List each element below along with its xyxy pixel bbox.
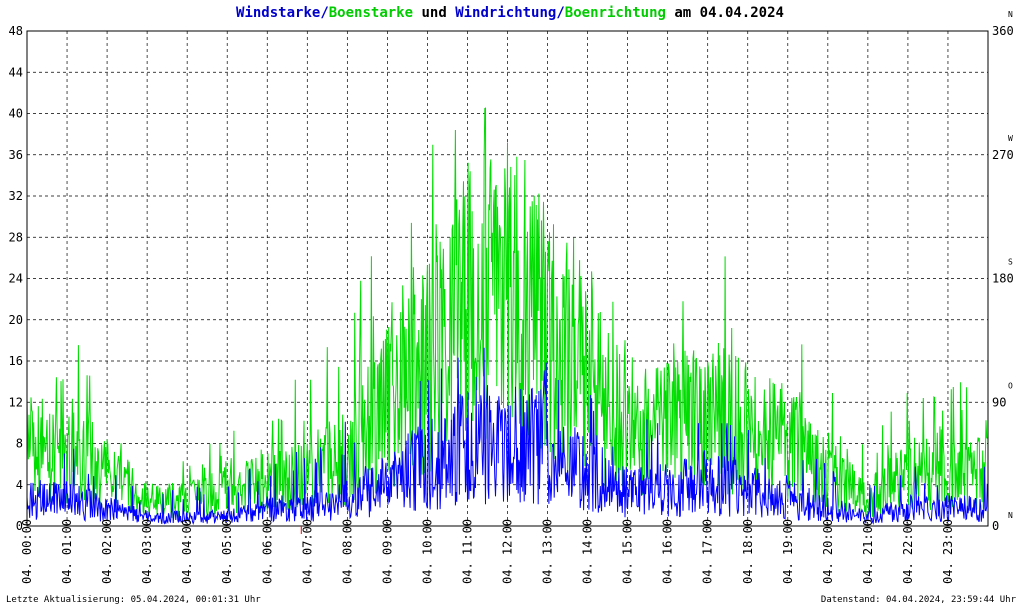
title-part-5: / xyxy=(556,5,564,21)
x-tick-label: 04. 15:00 xyxy=(621,519,635,584)
y-left-tick-label: 8 xyxy=(16,437,23,451)
x-tick-label: 04. 07:00 xyxy=(300,519,314,584)
y-left-tick-label: 32 xyxy=(9,189,23,203)
wind-series-line xyxy=(26,347,988,526)
x-tick-label: 04. 11:00 xyxy=(460,519,474,584)
direction-letter: W xyxy=(1008,134,1013,143)
x-axis-labels: 04. 00:00 04. 01:00 04. 02:00 04. 03:00 04. … xyxy=(20,519,955,584)
wind-path xyxy=(26,347,988,526)
direction-letter: S xyxy=(1008,258,1013,267)
x-tick-label: 04. 20:00 xyxy=(821,519,835,584)
y-left-tick-label: 12 xyxy=(9,395,23,409)
title-part-2: Boenstarke xyxy=(329,5,413,21)
y-left-tick-label: 44 xyxy=(9,65,23,79)
y-left-tick-label: 40 xyxy=(9,107,23,121)
x-tick-label: 04. 10:00 xyxy=(420,519,434,584)
x-tick-label: 04. 06:00 xyxy=(260,519,274,584)
x-tick-label: 04. 02:00 xyxy=(100,519,114,584)
title-part-0: Windstarke xyxy=(236,5,320,21)
x-tick-label: 04. 05:00 xyxy=(220,519,234,584)
plot-frame xyxy=(26,30,989,527)
x-tick-label: 04. 19:00 xyxy=(781,519,795,584)
y-left-tick-label: 28 xyxy=(9,230,23,244)
y-left-tick-label: 4 xyxy=(16,478,23,492)
footer-left: Letzte Aktualisierung: 05.04.2024, 00:01… xyxy=(6,595,261,605)
x-tick-label: 04. 12:00 xyxy=(501,519,515,584)
x-tick-label: 04. 08:00 xyxy=(340,519,354,584)
x-tick-label: 04. 17:00 xyxy=(701,519,715,584)
y-left-tick-label: 36 xyxy=(9,148,23,162)
direction-letter: O xyxy=(1008,381,1013,390)
x-tick-label: 04. 16:00 xyxy=(661,519,675,584)
y-right-tick-label: 90 xyxy=(992,395,1006,409)
x-tick-label: 04. 23:00 xyxy=(941,519,955,584)
x-tick-label: 04. 03:00 xyxy=(140,519,154,584)
x-tick-label: 04. 14:00 xyxy=(581,519,595,584)
direction-points xyxy=(27,0,988,523)
footer-right: Datenstand: 04.04.2024, 23:59:44 Uhr xyxy=(821,595,1017,605)
x-tick-label: 04. 00:00 xyxy=(20,519,34,584)
direction-letter: N xyxy=(1008,10,1013,19)
title-part-6: Boenrichtung xyxy=(565,5,666,21)
x-tick-label: 04. 21:00 xyxy=(861,519,875,584)
title-part-4: Windrichtung xyxy=(455,5,556,21)
x-tick-label: 04. 04:00 xyxy=(180,519,194,584)
direction-letter: N xyxy=(1008,511,1013,520)
x-tick-label: 04. 13:00 xyxy=(541,519,555,584)
x-tick-label: 04. 22:00 xyxy=(901,519,915,584)
y-left-tick-label: 24 xyxy=(9,272,23,286)
y-right-tick-label: 180 xyxy=(992,272,1014,286)
chart-title: Windstarke/Boenstarke und Windrichtung/B… xyxy=(236,5,784,21)
x-tick-label: 04. 09:00 xyxy=(380,519,394,584)
title-part-7: am 04.04.2024 xyxy=(666,5,784,21)
y-right-tick-label: 0 xyxy=(992,519,999,533)
title-part-1: / xyxy=(320,5,328,21)
y-right-tick-label: 360 xyxy=(992,24,1014,38)
title-part-3: und xyxy=(413,5,455,21)
y-left-tick-label: 0 xyxy=(16,519,23,533)
y-right-tick-label: 270 xyxy=(992,148,1014,162)
x-tick-label: 04. 18:00 xyxy=(741,519,755,584)
x-tick-label: 04. 01:00 xyxy=(60,519,74,584)
y-left-tick-label: 16 xyxy=(9,354,23,368)
y-left-tick-label: 20 xyxy=(9,313,23,327)
y-left-tick-label: 48 xyxy=(9,24,23,38)
